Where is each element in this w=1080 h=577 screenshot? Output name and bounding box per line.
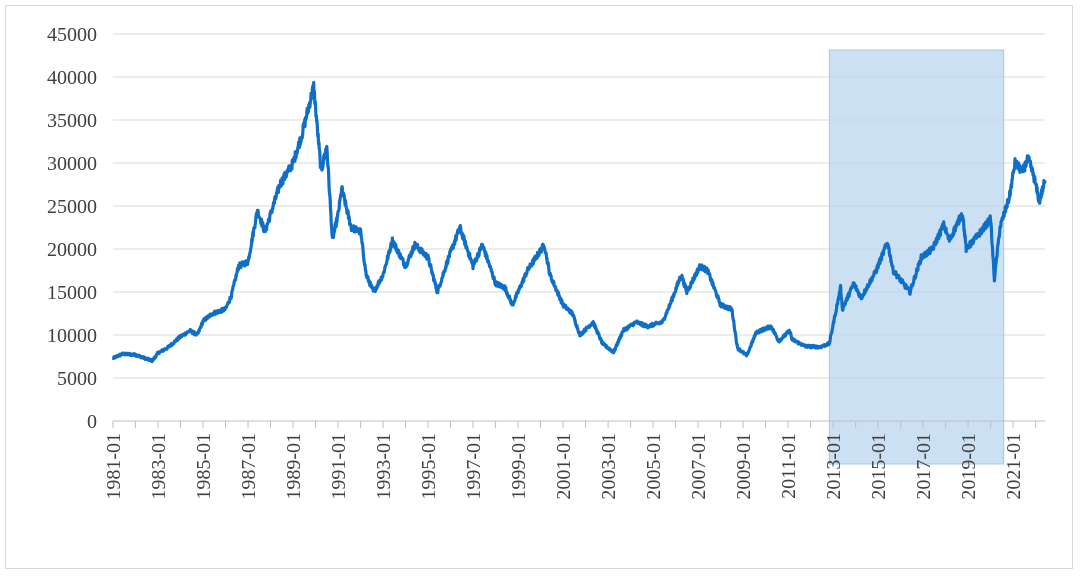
x-tick-label: 2013-01 xyxy=(823,433,845,500)
y-tick-label: 35000 xyxy=(47,110,97,132)
series-line xyxy=(111,80,1047,364)
y-tick-label: 15000 xyxy=(47,282,97,304)
x-tick-label: 2017-01 xyxy=(913,433,935,500)
x-tick-label: 2021-01 xyxy=(1003,433,1025,500)
y-tick-label: 0 xyxy=(87,411,97,433)
x-tick-label: 2007-01 xyxy=(688,433,710,500)
x-tick-label: 2003-01 xyxy=(598,433,620,500)
x-tick-label: 1997-01 xyxy=(463,433,485,500)
x-tick-label: 2011-01 xyxy=(778,433,800,499)
x-tick-label: 1999-01 xyxy=(508,433,530,500)
y-tick-label: 5000 xyxy=(57,368,97,390)
x-tick-label: 2009-01 xyxy=(733,433,755,500)
x-axis xyxy=(112,420,1045,428)
x-tick-label: 1987-01 xyxy=(238,433,260,500)
x-tick-label: 1983-01 xyxy=(148,433,170,500)
y-tick-label: 20000 xyxy=(47,239,97,261)
y-tick-label: 30000 xyxy=(47,153,97,175)
x-tick-label: 2005-01 xyxy=(643,433,665,500)
y-axis-ticks: 0 5000 10000 15000 20000 25000 30000 35000 40000… xyxy=(47,24,97,433)
y-tick-label: 25000 xyxy=(47,196,97,218)
x-tick-label: 1985-01 xyxy=(193,433,215,500)
x-tick-label: 1993-01 xyxy=(373,433,395,500)
y-tick-label: 40000 xyxy=(47,67,97,89)
x-tick-label: 2001-01 xyxy=(553,433,575,500)
x-tick-label: 1989-01 xyxy=(283,433,305,500)
x-tick-label: 2019-01 xyxy=(958,433,980,500)
series-layer xyxy=(111,80,1047,364)
x-tick-label: 1991-01 xyxy=(328,433,350,500)
x-tick-label: 2015-01 xyxy=(868,433,890,500)
y-tick-label: 10000 xyxy=(47,325,97,347)
y-tick-label: 45000 xyxy=(47,24,97,46)
x-axis-ticks: 1981-01 1983-01 1985-01 1987-01 1989-01 1991-… xyxy=(103,433,1025,500)
x-tick-label: 1995-01 xyxy=(418,433,440,500)
shaded-region xyxy=(828,49,1005,465)
x-tick-label: 1981-01 xyxy=(103,433,125,500)
